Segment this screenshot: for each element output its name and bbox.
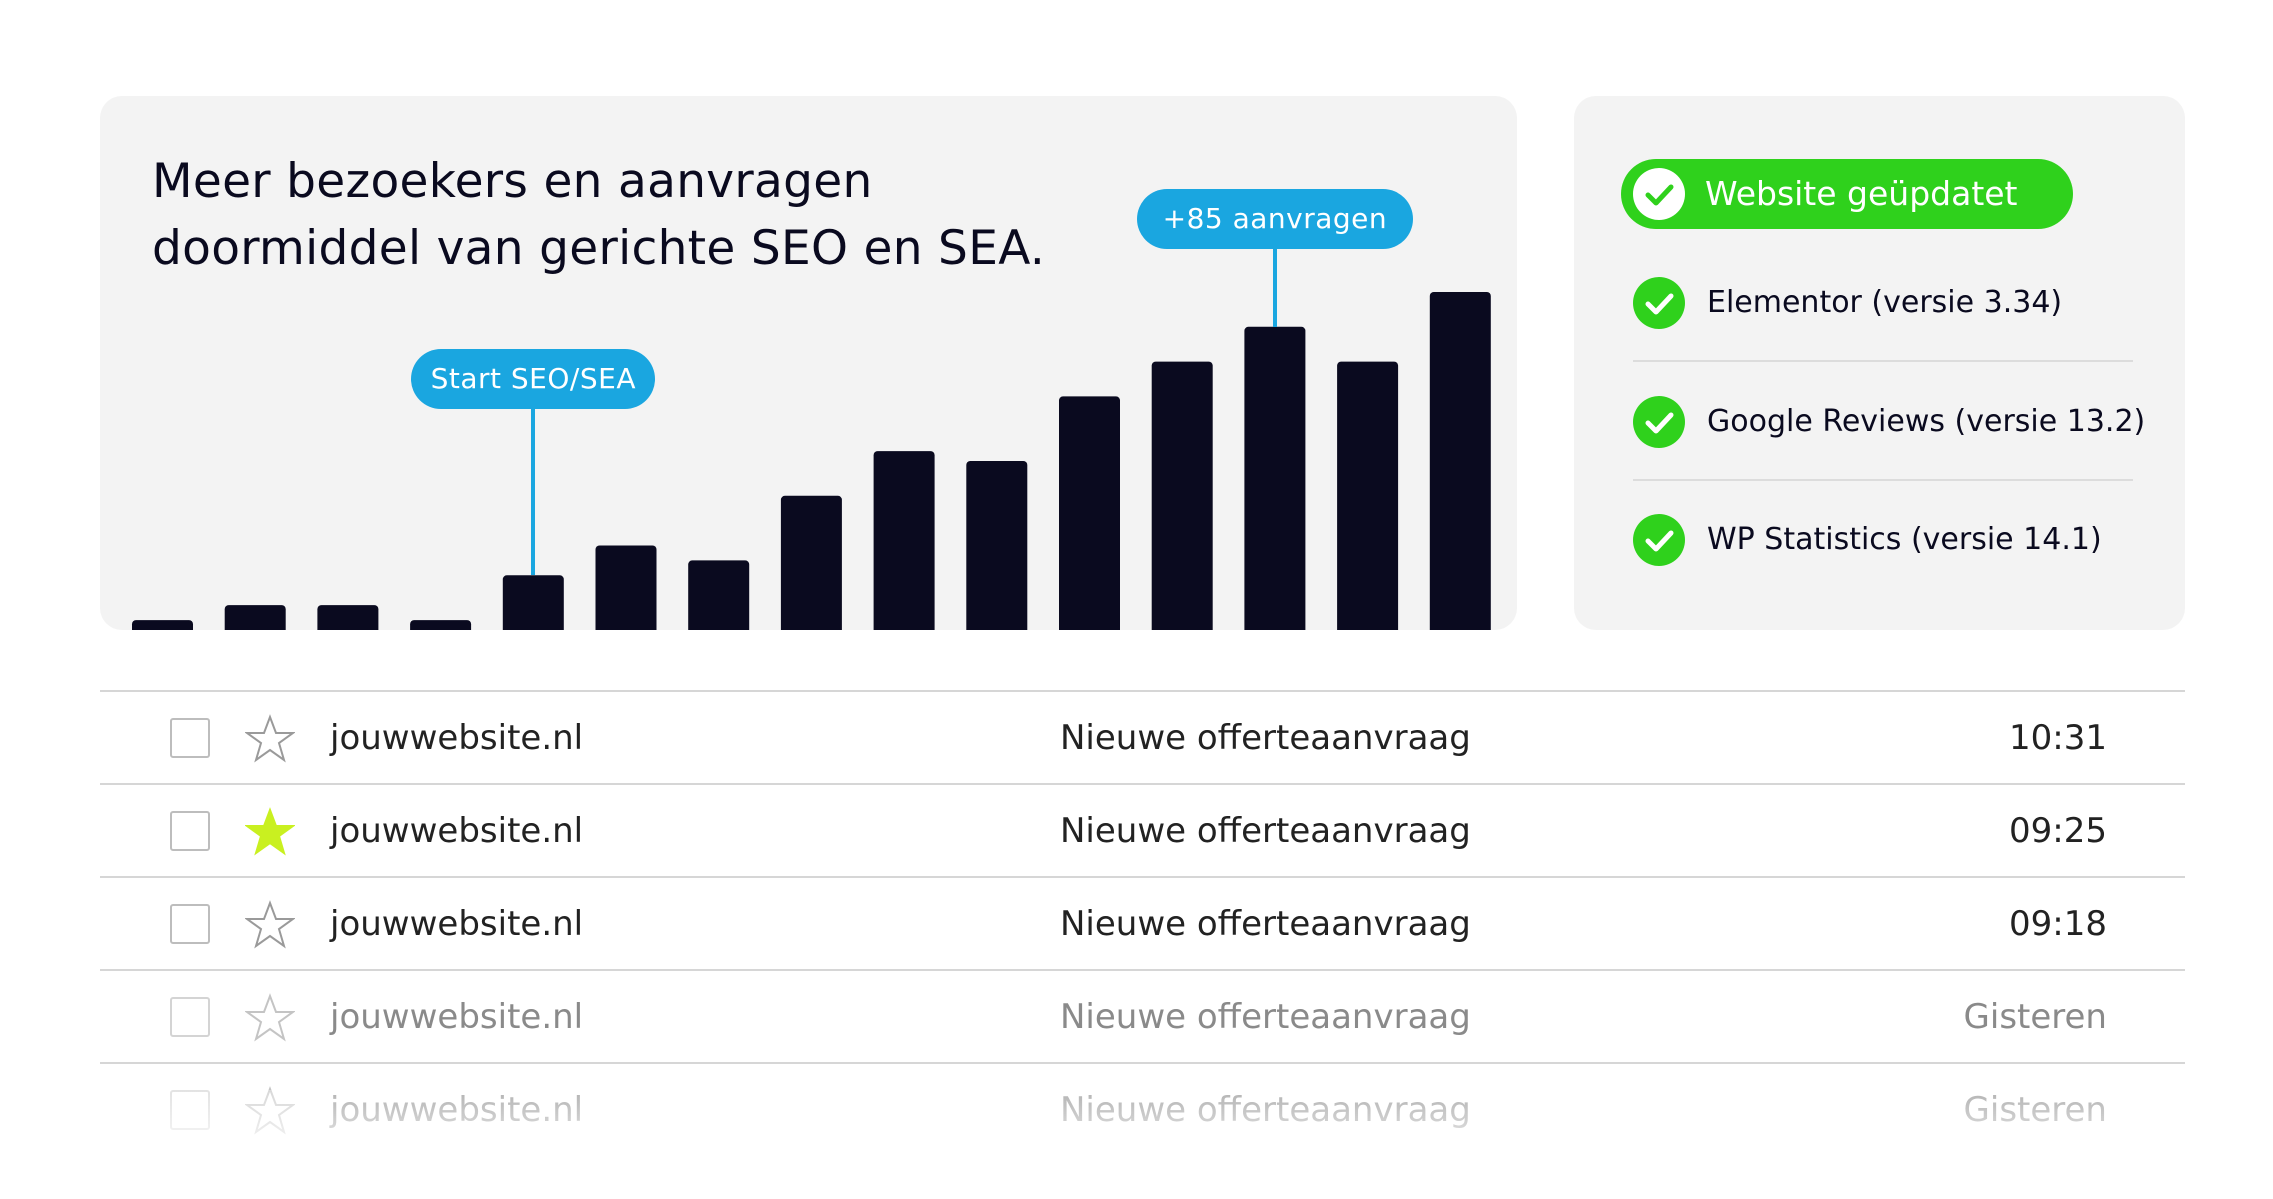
check-icon [1633,514,1685,566]
chart-bar [1337,361,1399,630]
plugin-label: Google Reviews (versie 13.2) [1707,404,2146,439]
chart-title: Meer bezoekers en aanvragen doormiddel v… [152,148,1152,282]
plugin-divider [1633,479,2133,481]
row-divider [100,783,2185,785]
chart-bar [1059,396,1120,630]
mail-time: 09:25 [2009,811,2107,851]
mail-checkbox[interactable] [170,718,210,758]
chart-bar [688,560,750,630]
chart-bar [873,451,935,630]
mail-sender: jouwwebsite.nl [330,811,584,851]
callout-requests-line [1272,247,1277,327]
plugin-divider [1633,360,2133,362]
plugin-row-wp-statistics: WP Statistics (versie 14.1) [1633,514,2133,566]
star-icon[interactable] [245,900,295,950]
plugin-row-google-reviews: Google Reviews (versie 13.2) [1633,396,2145,448]
chart-bar [502,575,564,630]
mail-sender: jouwwebsite.nl [330,904,584,944]
check-icon [1633,396,1685,448]
plugin-label: WP Statistics (versie 14.1) [1707,522,2102,557]
chart-bar [595,545,657,630]
mail-time: 09:18 [2009,904,2107,944]
mail-row[interactable]: jouwwebsite.nl Nieuwe offerteaanvraag 09… [100,785,2185,878]
mail-checkbox[interactable] [170,811,210,851]
chart-title-line-1: Meer bezoekers en aanvragen [152,154,873,209]
traffic-chart-card: Meer bezoekers en aanvragen doormiddel v… [100,96,1517,630]
mail-sender: jouwwebsite.nl [330,718,584,758]
callout-requests: +85 aanvragen [1136,189,1413,249]
mail-subject: Nieuwe offerteaanvraag [1060,904,1471,944]
mail-time: Gisteren [1963,997,2107,1037]
mail-row[interactable]: jouwwebsite.nl Nieuwe offerteaanvraag Gi… [100,971,2185,1064]
mail-subject: Nieuwe offerteaanvraag [1060,997,1471,1037]
website-status-card: Website geüpdatet Elementor (versie 3.34… [1574,96,2185,630]
mail-sender: jouwwebsite.nl [330,997,584,1037]
mail-subject: Nieuwe offerteaanvraag [1060,718,1471,758]
check-icon [1633,277,1685,329]
chart-bar [1151,361,1213,630]
mail-row[interactable]: jouwwebsite.nl Nieuwe offerteaanvraag 09… [100,878,2185,971]
chart-bar [132,620,193,630]
chart-bar [1429,292,1491,630]
chart-bar [966,461,1028,630]
plugin-row-elementor: Elementor (versie 3.34) [1633,277,2133,329]
check-icon [1633,168,1685,220]
row-divider [100,969,2185,971]
mail-time: 10:31 [2009,718,2107,758]
row-divider [100,876,2185,878]
chart-bar [780,495,842,630]
chart-bar [1244,326,1306,630]
chart-bar [224,605,286,630]
inbox-list: jouwwebsite.nl Nieuwe offerteaanvraag 10… [100,690,2185,1199]
callout-start-line [531,407,536,576]
bar-chart [132,292,1491,630]
chart-bar [317,605,379,630]
mail-checkbox[interactable] [170,904,210,944]
star-icon-starred[interactable] [245,807,295,857]
mail-subject: Nieuwe offerteaanvraag [1060,811,1471,851]
inbox-top-divider [100,690,2185,692]
list-fade-overlay [100,1090,2185,1199]
plugin-label: Elementor (versie 3.34) [1707,285,2063,320]
website-updated-label: Website geüpdatet [1705,174,2018,213]
mail-row[interactable]: jouwwebsite.nl Nieuwe offerteaanvraag 10… [100,692,2185,785]
chart-title-line-2: doormiddel van gerichte SEO en SEA. [152,221,1046,276]
star-icon[interactable] [245,714,295,764]
mail-checkbox[interactable] [170,997,210,1037]
row-divider [100,1062,2185,1064]
chart-bar [410,620,472,630]
website-updated-badge: Website geüpdatet [1621,159,2073,229]
callout-start-seo-sea: Start SEO/SEA [411,349,656,409]
star-icon[interactable] [245,993,295,1043]
